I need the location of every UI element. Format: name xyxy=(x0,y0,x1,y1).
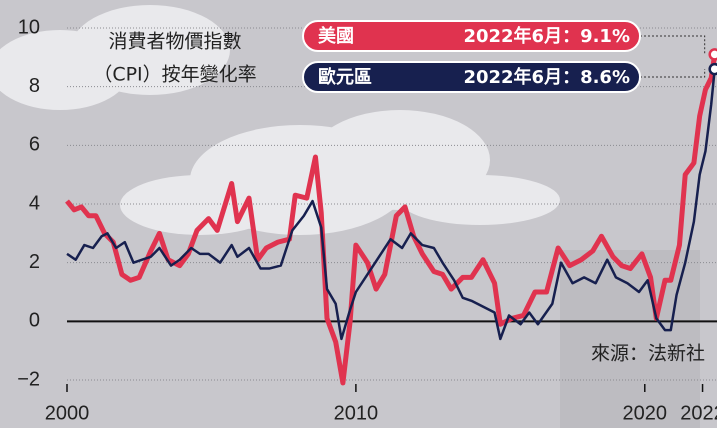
end-point xyxy=(710,49,717,59)
x-tick-label: 2010 xyxy=(334,402,379,424)
y-tick-label: 10 xyxy=(18,16,40,38)
x-tick-label: 2000 xyxy=(45,402,90,424)
chart: −2 0 2 4 6 8 10 2000 2010 2020 2022 消費者物價指數 （CPI）按… xyxy=(0,0,717,428)
y-tick-label: −2 xyxy=(17,368,40,390)
source: 來源：法新社 xyxy=(591,343,705,365)
x-tick-label: 2020 xyxy=(623,402,668,424)
legend-label: 歐元區 xyxy=(318,66,372,88)
y-tick-label: 8 xyxy=(29,75,40,97)
y-tick-label: 6 xyxy=(29,134,40,156)
y-tick-label: 4 xyxy=(29,192,40,214)
annotation: 2022年6月：8.6% xyxy=(463,66,630,88)
chart-title: 消費者物價指數 xyxy=(108,31,241,53)
legend-label: 美國 xyxy=(318,25,354,47)
y-tick-label: 2 xyxy=(29,251,40,273)
end-point xyxy=(710,64,717,74)
x-tick-label: 2022 xyxy=(680,402,717,424)
y-tick-label: 0 xyxy=(29,310,40,332)
chart-subtitle: （CPI）按年變化率 xyxy=(93,64,256,86)
annotation: 2022年6月：9.1% xyxy=(463,25,630,47)
